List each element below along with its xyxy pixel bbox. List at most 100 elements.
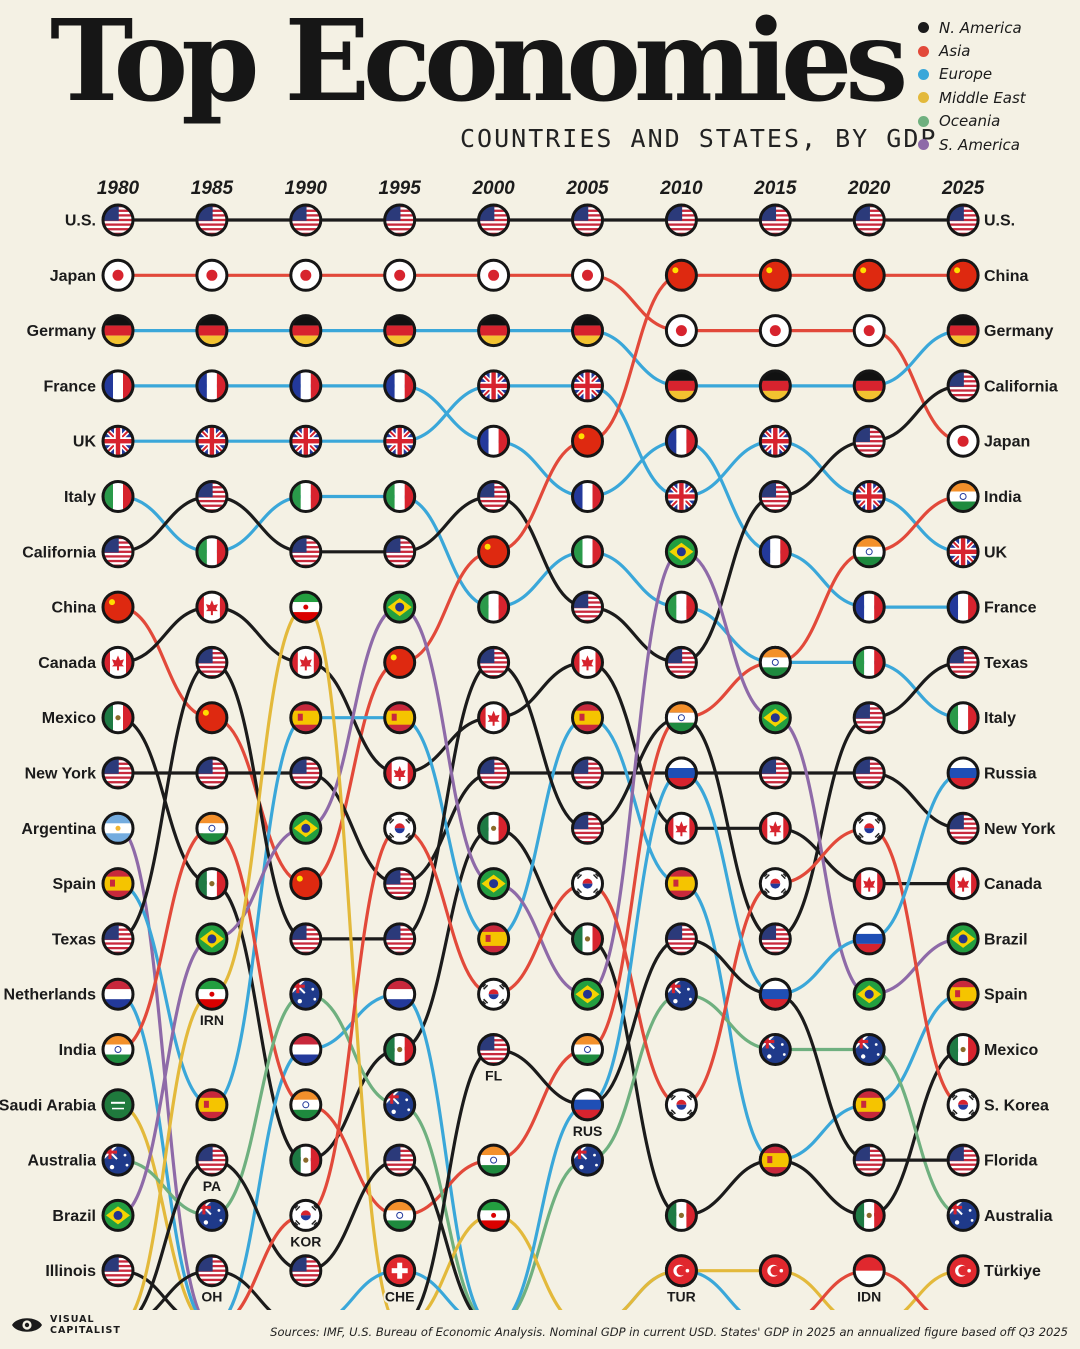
series-line (116, 605, 965, 886)
series-line (116, 328, 965, 388)
sources-note: Sources: IMF, U.S. Bureau of Economic An… (270, 1325, 1068, 1339)
flag-marker-fr-icon (101, 369, 135, 403)
flag-marker-it-icon (571, 535, 604, 569)
series-line (116, 992, 742, 1310)
year-header: 2015 (753, 178, 797, 199)
series-line (116, 716, 965, 1218)
flag-marker-es-icon (758, 1143, 792, 1177)
flag-marker-us-icon (852, 203, 886, 237)
flag-marker-cn-icon (571, 424, 604, 458)
rank-label-left: France (44, 378, 97, 395)
flag-marker-us-icon (195, 203, 229, 237)
year-header: 2010 (659, 178, 703, 199)
series-line (116, 771, 965, 886)
flag-marker-es-icon (946, 977, 980, 1011)
flag-marker-us-icon (101, 922, 135, 956)
series-line (415, 937, 965, 1310)
flag-marker-us-icon (664, 645, 698, 679)
flag-marker-in-icon (664, 701, 698, 735)
flag-marker-us-icon (383, 867, 417, 901)
flag-marker-in-icon (195, 811, 229, 845)
flag-marker-us-icon (383, 922, 417, 956)
flag-marker-us-icon (664, 203, 698, 237)
flag-marker-nl-icon (289, 1033, 323, 1066)
flag-marker-kr-icon (664, 1088, 698, 1122)
flag-marker-au-icon (758, 1033, 792, 1066)
year-header: 2005 (565, 178, 609, 199)
flag-marker-cn-icon (852, 258, 886, 292)
flag-marker-au-icon (383, 1088, 417, 1122)
rank-label-left: Canada (38, 655, 96, 672)
flag-marker-mx-icon (664, 1198, 698, 1232)
flag-marker-us-icon (383, 1143, 417, 1177)
flag-marker-ca-icon (383, 756, 417, 790)
flag-marker-fr-icon (571, 480, 604, 513)
flag-marker-tr-icon (946, 1254, 980, 1288)
flag-marker-us-icon (101, 203, 135, 237)
flag-marker-au-icon (852, 1033, 886, 1066)
flag-marker-ir-icon (477, 1198, 511, 1232)
flag-marker-au-icon (101, 1143, 135, 1177)
flag-marker-us-icon (571, 756, 604, 790)
flag-marker-us-icon (758, 203, 792, 237)
flag-marker-uk-icon (852, 480, 886, 513)
series-line (116, 494, 965, 720)
flag-marker-us-icon (289, 1254, 323, 1288)
rank-label-right: Japan (984, 434, 1030, 451)
series-line (116, 550, 965, 1217)
flag-marker-us-icon (758, 756, 792, 790)
page-subtitle: COUNTRIES AND STATES, BY GDP (460, 124, 938, 153)
flag-marker-kr-icon (946, 1088, 980, 1122)
flag-marker-jp-icon (101, 258, 135, 292)
flag-marker-nl-icon (383, 977, 417, 1011)
point-label: FL (485, 1068, 503, 1084)
flag-marker-ca-icon (852, 867, 886, 901)
flag-marker-ir-icon (289, 590, 323, 624)
flag-marker-cn-icon (758, 258, 792, 292)
flag-marker-us-icon (758, 480, 792, 513)
flag-marker-in-icon (571, 1033, 604, 1066)
series-line (339, 1269, 460, 1310)
rank-label-right: Mexico (984, 1042, 1038, 1059)
rank-label-left: California (22, 544, 96, 561)
series-line (621, 1269, 965, 1310)
series-line (116, 384, 965, 665)
flag-marker-kr-icon (571, 867, 604, 901)
series-line (116, 1269, 178, 1310)
flag-marker-ru-icon (758, 977, 792, 1011)
series-line (152, 1269, 272, 1310)
flag-marker-us-icon (383, 203, 417, 237)
series-line (116, 1103, 195, 1310)
flag-marker-br-icon (664, 535, 698, 569)
flag-marker-jp-icon (383, 258, 417, 292)
flag-marker-ca-icon (758, 811, 792, 845)
page-title: Top Economies (50, 0, 908, 127)
flag-marker-br-icon (289, 811, 323, 845)
flag-marker-us-icon (664, 922, 698, 956)
flag-marker-de-icon (758, 369, 792, 403)
flag-marker-mx-icon (101, 701, 135, 735)
flag-marker-de-icon (571, 314, 604, 348)
bump-chart: 1980 1985 1990 1995 2000 2005 2010 2015 2020 2025… (0, 178, 1058, 1310)
flag-marker-uk-icon (946, 535, 980, 569)
brand-name: VISUAL CAPITALIST (50, 1314, 121, 1336)
flag-marker-us-icon (289, 922, 323, 956)
flag-marker-jp-icon (852, 314, 886, 348)
flag-marker-es-icon (571, 701, 604, 735)
flag-marker-jp-icon (664, 314, 698, 348)
flag-marker-uk-icon (383, 424, 417, 458)
flag-marker-ca-icon (664, 811, 698, 845)
year-header: 2020 (847, 178, 891, 199)
rank-label-right: India (984, 489, 1021, 506)
series-line (116, 826, 201, 1310)
rank-label-left: Australia (28, 1153, 97, 1170)
rank-label-right: Canada (984, 876, 1042, 893)
point-label: RUS (573, 1123, 603, 1139)
flag-marker-us-icon (477, 756, 511, 790)
flag-marker-us-icon (383, 535, 417, 569)
flag-marker-in-icon (946, 480, 980, 513)
flag-marker-us-icon (946, 369, 980, 403)
flag-marker-it-icon (383, 480, 417, 513)
flag-marker-us-icon (477, 480, 511, 513)
visual-capitalist-logo-icon (12, 1318, 42, 1332)
